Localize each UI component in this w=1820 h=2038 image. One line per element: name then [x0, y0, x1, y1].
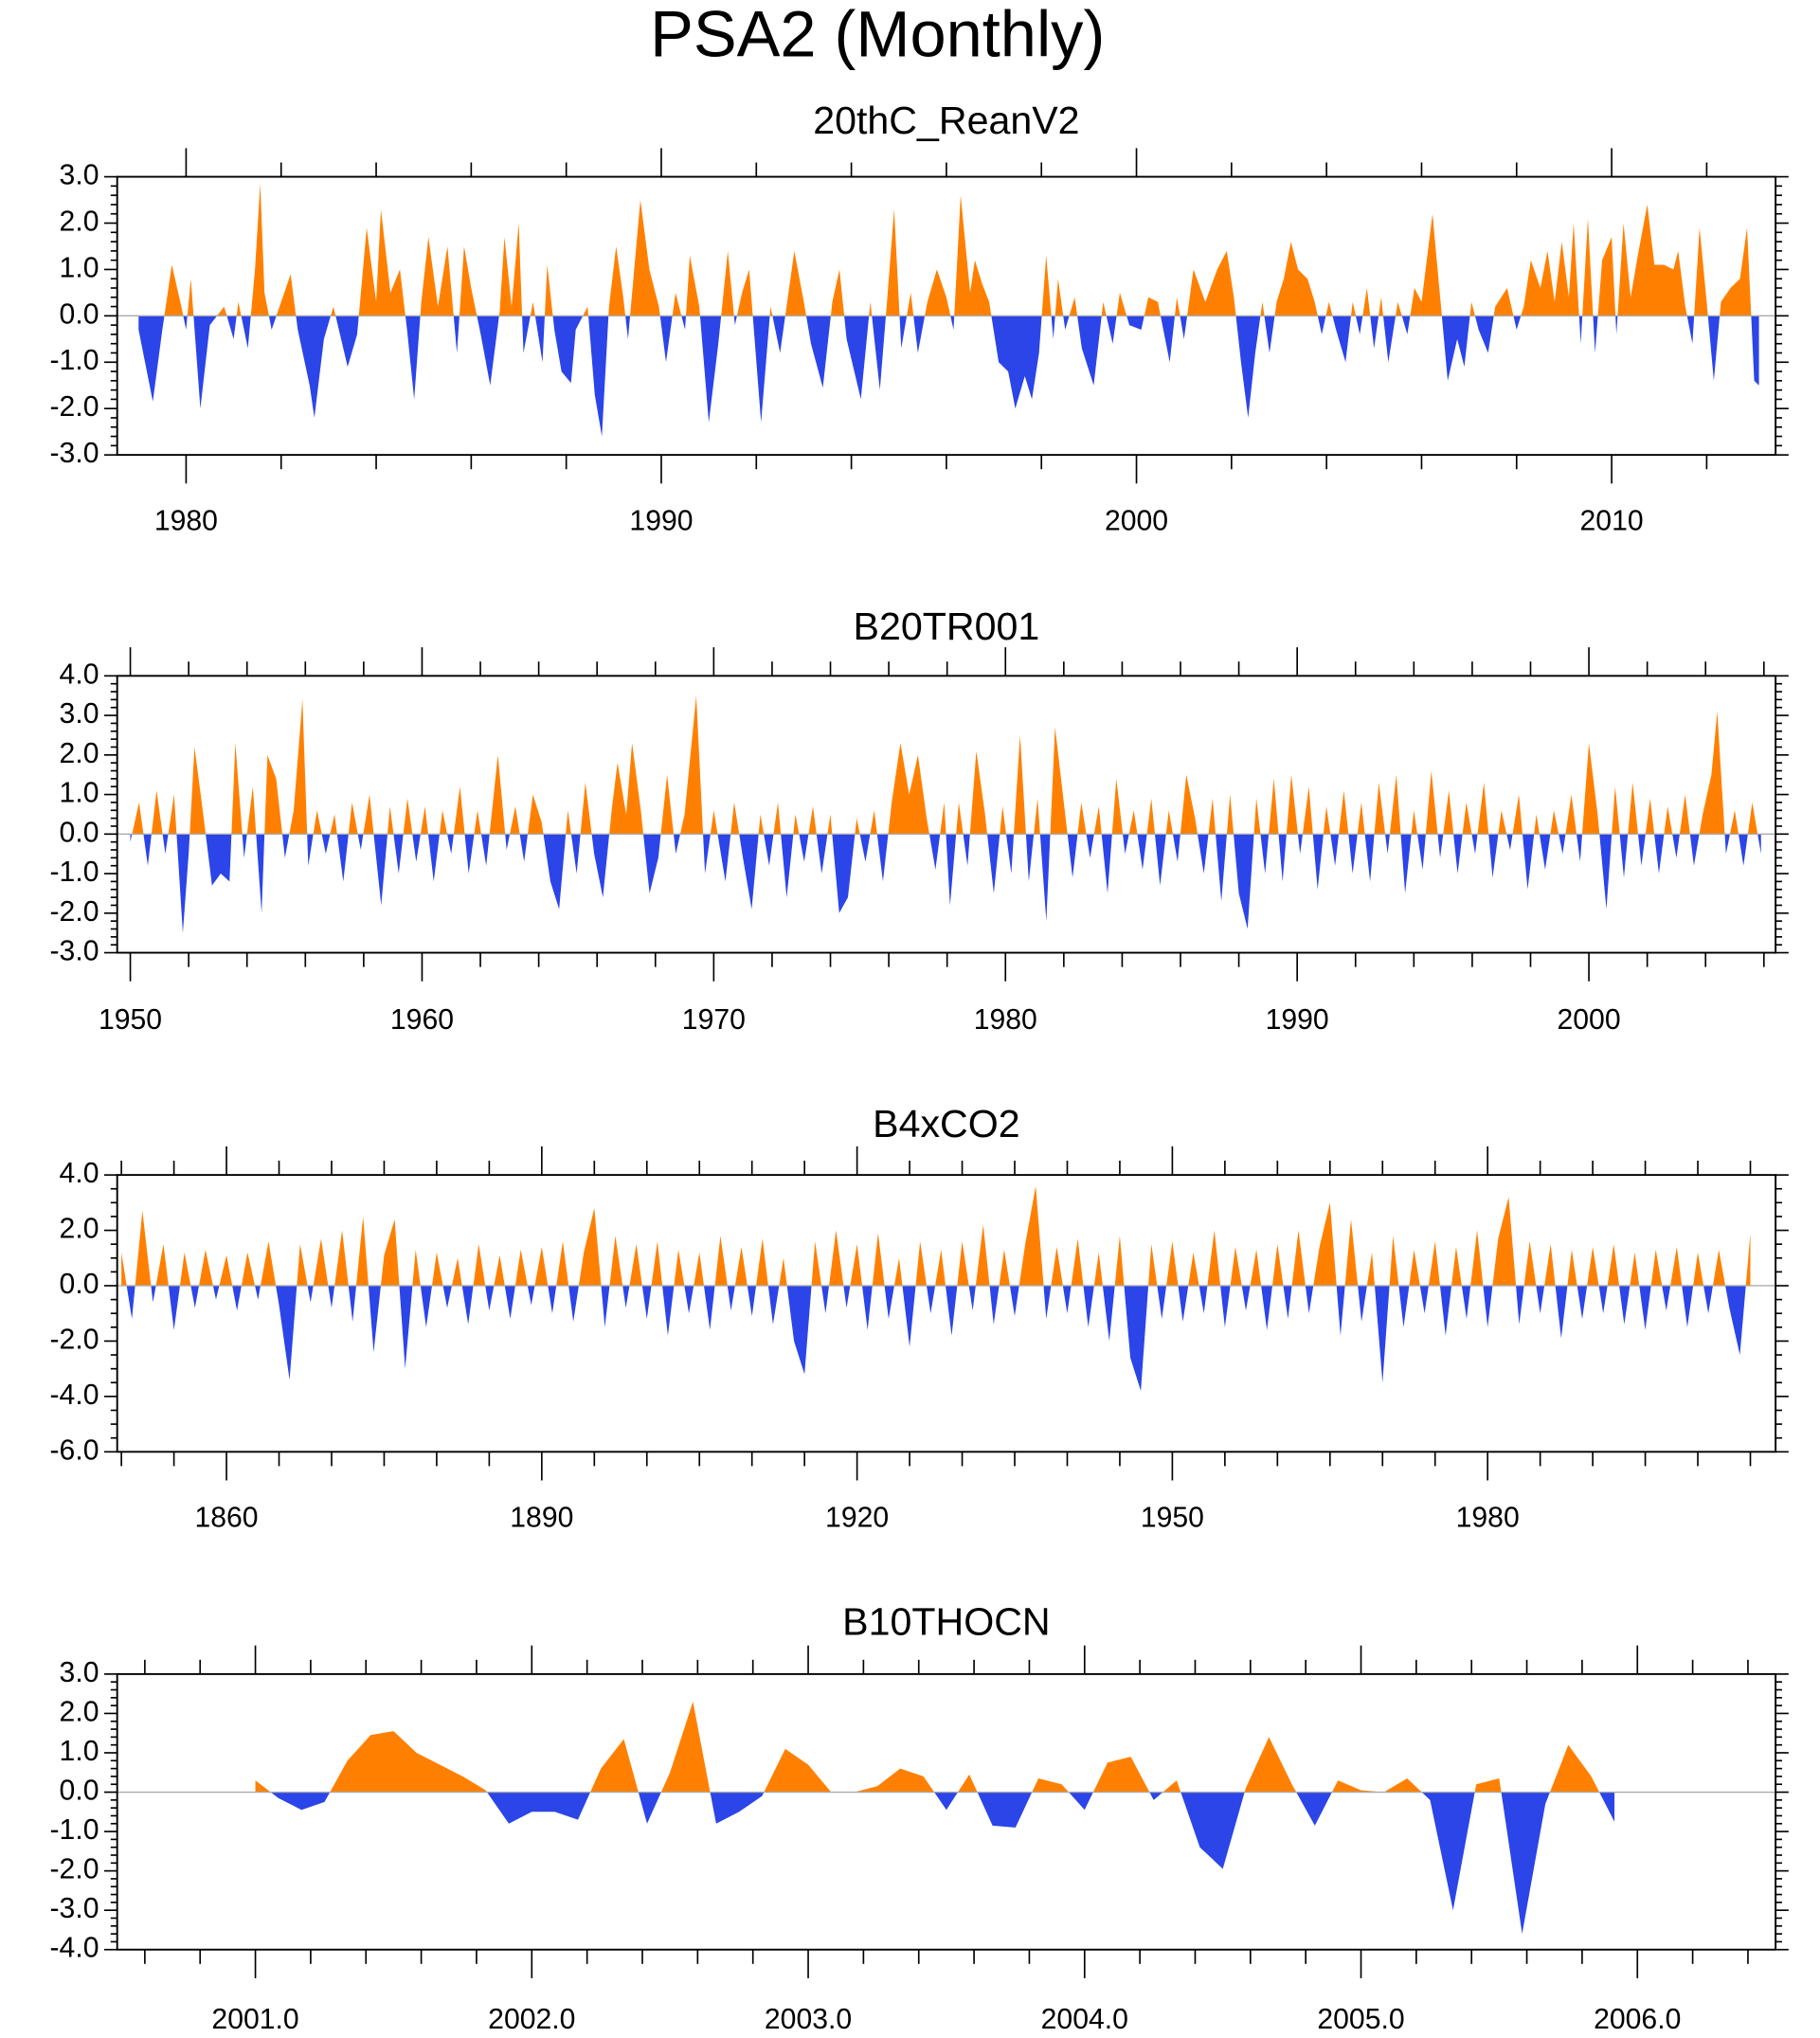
y-tick-label: 3.0 — [60, 160, 99, 191]
area-positive — [138, 183, 1759, 316]
y-tick-label: -2.0 — [50, 896, 99, 928]
plot-frame — [116, 1672, 1777, 1951]
area-positive — [130, 695, 1761, 835]
y-tick-label: 0.0 — [60, 298, 99, 330]
y-tick-label: -4.0 — [50, 1380, 99, 1411]
panel-title: B10THOCN — [842, 1600, 1050, 1644]
x-tick-label: 1920 — [825, 1503, 889, 1534]
y-tick-label: -4.0 — [50, 1933, 99, 1964]
plot-frame — [116, 675, 1777, 954]
y-tick-label: 2.0 — [60, 738, 99, 769]
panel-title: 20thC_ReanV2 — [813, 99, 1079, 142]
x-tick-label: 2001.0 — [211, 2004, 298, 2035]
area-positive — [255, 1701, 1600, 1793]
y-tick-label: -1.0 — [50, 1814, 99, 1846]
y-tick-label: -3.0 — [50, 936, 99, 967]
y-tick-label: 0.0 — [60, 817, 99, 848]
y-tick-label: 4.0 — [60, 658, 99, 690]
figure-title: PSA2 (Monthly) — [650, 0, 1105, 70]
y-tick-label: 1.0 — [60, 778, 99, 809]
y-tick-label: 3.0 — [60, 698, 99, 730]
area-positive — [121, 1185, 1751, 1286]
x-tick-label: 1950 — [99, 1004, 162, 1036]
x-tick-label: 1990 — [629, 505, 693, 536]
x-tick-label: 1890 — [510, 1503, 573, 1534]
x-tick-label: 1950 — [1141, 1503, 1204, 1534]
x-tick-label: 2010 — [1580, 505, 1644, 536]
y-tick-label: 4.0 — [60, 1158, 99, 1189]
x-tick-label: 2002.0 — [488, 2004, 575, 2035]
x-tick-label: 2006.0 — [1594, 2004, 1681, 2035]
x-tick-label: 2004.0 — [1041, 2004, 1128, 2035]
y-tick-label: 2.0 — [60, 1696, 99, 1727]
area-negative — [138, 316, 1759, 437]
x-tick-label: 1970 — [682, 1004, 746, 1036]
x-tick-label: 2003.0 — [765, 2004, 852, 2035]
y-tick-label: 2.0 — [60, 1214, 99, 1245]
x-tick-label: 1860 — [195, 1503, 259, 1534]
y-tick-label: 3.0 — [60, 1657, 99, 1688]
x-tick-label: 1990 — [1266, 1004, 1329, 1036]
y-tick-label: -6.0 — [50, 1434, 99, 1466]
plot-frame — [116, 1174, 1777, 1453]
x-tick-label: 2000 — [1558, 1004, 1621, 1036]
y-tick-label: -3.0 — [50, 438, 99, 469]
area-negative — [126, 1285, 1746, 1392]
y-tick-label: -3.0 — [50, 1893, 99, 1924]
y-tick-label: 1.0 — [60, 252, 99, 283]
panel-title: B4xCO2 — [873, 1102, 1019, 1145]
y-tick-label: 0.0 — [60, 1269, 99, 1300]
x-tick-label: 1980 — [1456, 1503, 1520, 1534]
y-tick-label: -2.0 — [50, 1324, 99, 1355]
y-tick-label: -1.0 — [50, 857, 99, 888]
x-tick-label: 1960 — [390, 1004, 454, 1036]
y-tick-label: 0.0 — [60, 1776, 99, 1807]
y-tick-label: -1.0 — [50, 345, 99, 376]
area-negative — [255, 1792, 1615, 1935]
area-negative — [130, 834, 1761, 933]
x-tick-label: 2005.0 — [1317, 2004, 1404, 2035]
x-tick-label: 2000 — [1105, 505, 1168, 536]
y-tick-label: 1.0 — [60, 1736, 99, 1767]
y-tick-label: -2.0 — [50, 391, 99, 423]
x-tick-label: 1980 — [974, 1004, 1037, 1036]
panel-title: B20TR001 — [854, 604, 1040, 648]
y-tick-label: 2.0 — [60, 206, 99, 237]
x-tick-label: 1980 — [154, 505, 218, 536]
y-tick-label: -2.0 — [50, 1854, 99, 1885]
